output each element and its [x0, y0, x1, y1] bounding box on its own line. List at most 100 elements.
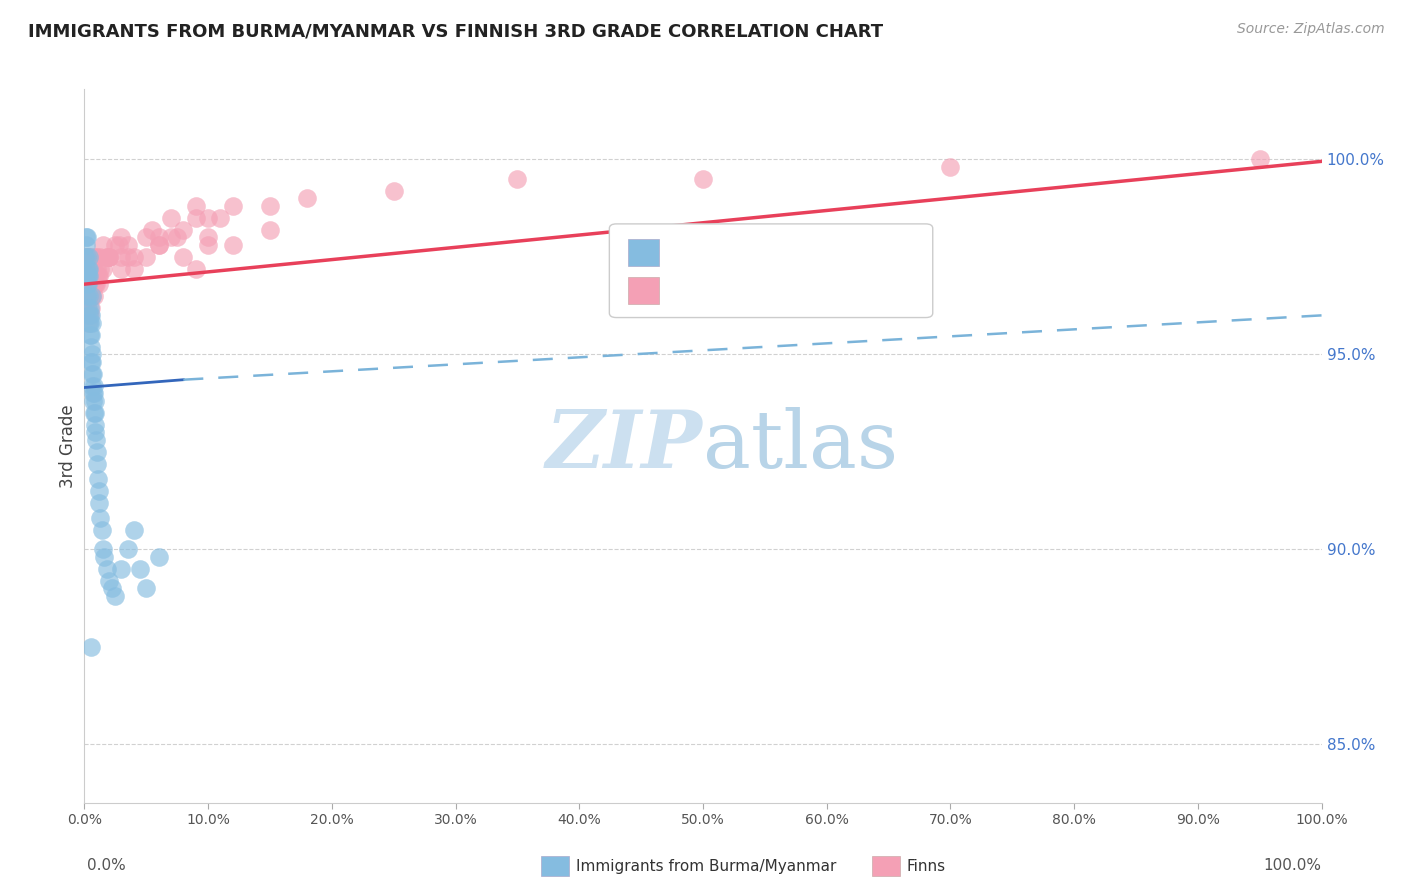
Point — [76, 289, 98, 303]
Point — [148, 550, 170, 565]
Point — [110, 230, 132, 244]
Point — [79, 289, 101, 303]
Point — [79, 309, 101, 323]
Point — [222, 238, 245, 252]
Point — [1249, 153, 1271, 167]
Point — [122, 250, 145, 264]
Point — [75, 269, 97, 284]
Point — [82, 269, 104, 284]
Text: 0.0%: 0.0% — [87, 858, 127, 872]
Point — [86, 445, 108, 459]
Point — [79, 269, 101, 284]
Text: 0.018: 0.018 — [711, 244, 769, 261]
Point — [83, 394, 105, 409]
Point — [91, 238, 114, 252]
Point — [77, 301, 100, 315]
Point — [98, 574, 121, 588]
Point — [80, 261, 103, 276]
Point — [80, 289, 103, 303]
Point — [96, 250, 118, 264]
Point — [76, 301, 98, 315]
Point — [77, 261, 100, 276]
Point — [76, 230, 98, 244]
Point — [77, 316, 100, 330]
Point — [75, 250, 97, 264]
Point — [86, 457, 108, 471]
Point — [295, 191, 318, 205]
Point — [83, 277, 105, 292]
Point — [77, 277, 100, 292]
Point — [148, 238, 170, 252]
Point — [83, 386, 105, 401]
Point — [82, 394, 104, 409]
Point — [76, 269, 98, 284]
Point — [76, 277, 98, 292]
Point — [86, 261, 108, 276]
Point — [104, 238, 127, 252]
Point — [83, 417, 105, 432]
Point — [77, 309, 100, 323]
Point — [76, 250, 98, 264]
Point — [80, 250, 103, 264]
Point — [89, 511, 111, 525]
Point — [160, 211, 183, 225]
Point — [129, 562, 152, 576]
Point — [80, 289, 103, 303]
Point — [98, 250, 121, 264]
Point — [89, 269, 111, 284]
Point — [83, 378, 105, 392]
Point — [98, 250, 121, 264]
Point — [117, 238, 139, 252]
Point — [79, 289, 101, 303]
Text: 100.0%: 100.0% — [1264, 858, 1322, 872]
Point — [148, 230, 170, 244]
Point — [80, 277, 103, 292]
Point — [100, 582, 122, 596]
Point — [110, 250, 132, 264]
Point — [89, 495, 111, 509]
Point — [135, 250, 157, 264]
Point — [79, 250, 101, 264]
Point — [84, 425, 107, 440]
Point — [135, 582, 157, 596]
Point — [184, 199, 207, 213]
Point — [89, 261, 111, 276]
Point — [87, 483, 110, 498]
Point — [184, 211, 207, 225]
Point — [148, 238, 170, 252]
Point — [86, 250, 108, 264]
Point — [197, 238, 219, 252]
Point — [83, 406, 105, 420]
Point — [79, 327, 101, 342]
Point — [82, 367, 104, 381]
Point — [108, 238, 131, 252]
Point — [172, 222, 194, 236]
Point — [79, 289, 101, 303]
Point — [77, 250, 100, 264]
Point — [172, 250, 194, 264]
Point — [87, 472, 110, 486]
Point — [80, 347, 103, 361]
Point — [91, 261, 114, 276]
Point — [75, 277, 97, 292]
Text: Finns: Finns — [907, 859, 946, 873]
Point — [80, 316, 103, 330]
Text: R =: R = — [666, 244, 706, 261]
Point — [98, 250, 121, 264]
Point — [83, 289, 105, 303]
Point — [77, 250, 100, 264]
Point — [75, 250, 97, 264]
Text: Immigrants from Burma/Myanmar: Immigrants from Burma/Myanmar — [576, 859, 837, 873]
Point — [89, 250, 111, 264]
Point — [692, 172, 714, 186]
Text: ZIP: ZIP — [546, 408, 703, 484]
Point — [80, 301, 103, 315]
Text: N =: N = — [773, 282, 814, 300]
Point — [166, 230, 188, 244]
Point — [76, 261, 98, 276]
Point — [135, 230, 157, 244]
Point — [939, 160, 962, 174]
Point — [76, 277, 98, 292]
Point — [79, 261, 101, 276]
Point — [84, 277, 107, 292]
